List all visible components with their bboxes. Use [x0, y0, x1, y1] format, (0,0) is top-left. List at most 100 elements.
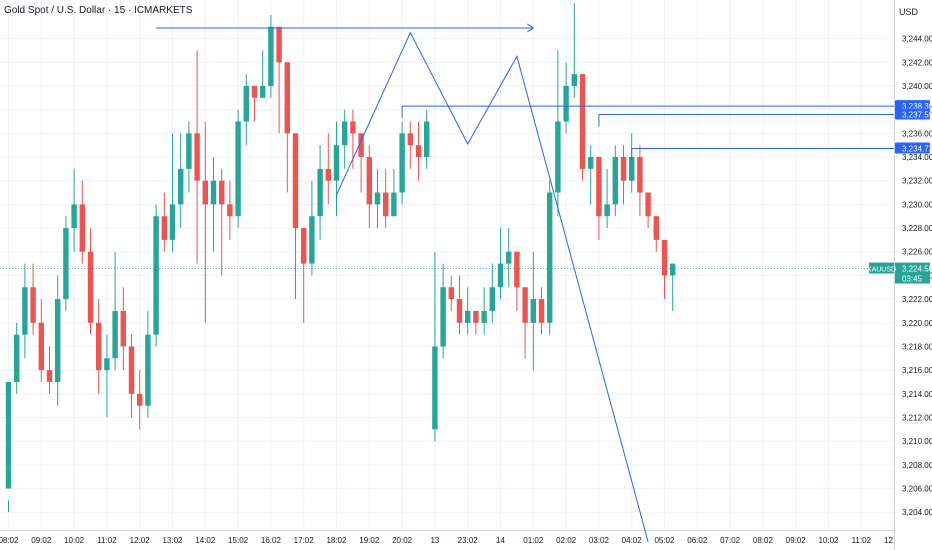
candle-body	[563, 85, 569, 122]
candle-body	[128, 346, 135, 394]
countdown-label: 03:45	[902, 275, 923, 284]
candle	[366, 145, 372, 229]
candle	[579, 74, 586, 181]
candle-body	[571, 74, 577, 86]
candle	[522, 287, 528, 359]
x-tick-label: 16:02	[261, 536, 282, 545]
candle	[243, 74, 249, 146]
candle-body	[465, 310, 471, 323]
candle	[530, 251, 536, 371]
candle-body	[284, 62, 290, 134]
candle-body	[309, 216, 315, 264]
candle-body	[588, 157, 594, 169]
x-tick-label: 13	[430, 536, 439, 545]
candle-body	[604, 204, 610, 217]
candle-body	[670, 263, 676, 276]
y-tick-label: 3,204.00	[902, 508, 932, 517]
candle-body	[194, 133, 200, 181]
x-tick-label: 15:02	[228, 536, 249, 545]
x-tick-label: 11:02	[97, 536, 117, 545]
candle	[5, 381, 12, 513]
candle-body	[145, 334, 151, 406]
level-price-label: 3,234.72	[902, 144, 932, 153]
candle-body	[415, 145, 422, 158]
x-tick-label: 04:02	[622, 536, 643, 545]
candle	[538, 287, 545, 335]
candle-body	[612, 157, 618, 205]
candle-body	[79, 204, 85, 252]
candle	[309, 180, 315, 276]
candle-body	[530, 299, 536, 323]
candle	[210, 157, 217, 252]
pattern-path	[336, 31, 649, 542]
candle-body	[202, 180, 208, 205]
candle-body	[629, 157, 635, 181]
candle	[489, 263, 495, 323]
current-price-badge	[895, 262, 930, 284]
candle-body	[596, 157, 602, 217]
candle	[391, 168, 397, 217]
candle-body	[317, 168, 323, 217]
y-tick-label: 3,214.00	[902, 390, 932, 399]
candle-body	[333, 145, 340, 181]
candle-body	[342, 121, 348, 146]
candle	[596, 157, 602, 240]
candle-body	[424, 121, 430, 158]
x-tick-label: 11:02	[852, 536, 872, 545]
chart-title[interactable]: Gold Spot / U.S. Dollar · 15 · ICMARKETS	[4, 5, 193, 16]
y-tick-label: 3,230.00	[902, 200, 932, 209]
candle	[399, 121, 405, 205]
candle-body	[432, 346, 438, 430]
candle-body	[161, 216, 167, 240]
candle	[96, 299, 102, 394]
candle	[374, 168, 381, 229]
x-tick-label: 03:02	[589, 536, 610, 545]
candle	[186, 121, 192, 193]
candle	[620, 145, 627, 205]
candle-body	[5, 381, 12, 489]
candle	[653, 216, 659, 252]
candle	[448, 275, 454, 311]
candle	[661, 239, 668, 300]
candle-body	[227, 204, 233, 217]
candle	[87, 228, 94, 335]
candle-body	[292, 133, 299, 229]
candle-body	[366, 157, 372, 205]
candle-body	[55, 299, 61, 382]
candle	[120, 287, 126, 371]
currency-label[interactable]: USD	[898, 7, 918, 17]
level-price-badge	[895, 108, 930, 120]
candle	[629, 133, 635, 193]
candle-body	[210, 180, 217, 205]
symbol-label: XAUUSD	[867, 267, 896, 274]
candle	[670, 263, 676, 311]
candle	[169, 133, 176, 252]
x-tick-label: 05:02	[654, 536, 675, 545]
candle	[22, 263, 28, 359]
x-tick-label: 14	[496, 536, 505, 545]
candle-body	[473, 310, 479, 323]
price-axis[interactable]: 3,204.00 3,206.00 3,208.00 3,210.00 3,212.00…	[867, 0, 932, 550]
x-tick-label: 14:02	[195, 536, 216, 545]
candle	[112, 251, 118, 371]
symbol-badge	[869, 262, 894, 274]
candle	[612, 145, 618, 217]
candle	[194, 50, 200, 264]
candle	[407, 121, 413, 169]
candle	[55, 275, 61, 406]
candle	[571, 3, 577, 98]
current-price-label: 3,224.58	[902, 265, 932, 274]
x-tick-label: 09:02	[786, 536, 807, 545]
candle	[145, 310, 151, 418]
candle-body	[456, 299, 463, 323]
candle-body	[448, 287, 454, 300]
y-tick-label: 3,242.00	[902, 58, 932, 67]
y-tick-label: 3,212.00	[902, 414, 932, 423]
candle-body	[38, 322, 44, 371]
candle	[547, 180, 553, 335]
x-axis: 08:02 09:02 10:02 11:02 12:02 13:02 14:02 15:02…	[0, 530, 905, 545]
candle-body	[219, 180, 225, 205]
candle-body	[538, 299, 545, 323]
candle	[456, 275, 463, 335]
